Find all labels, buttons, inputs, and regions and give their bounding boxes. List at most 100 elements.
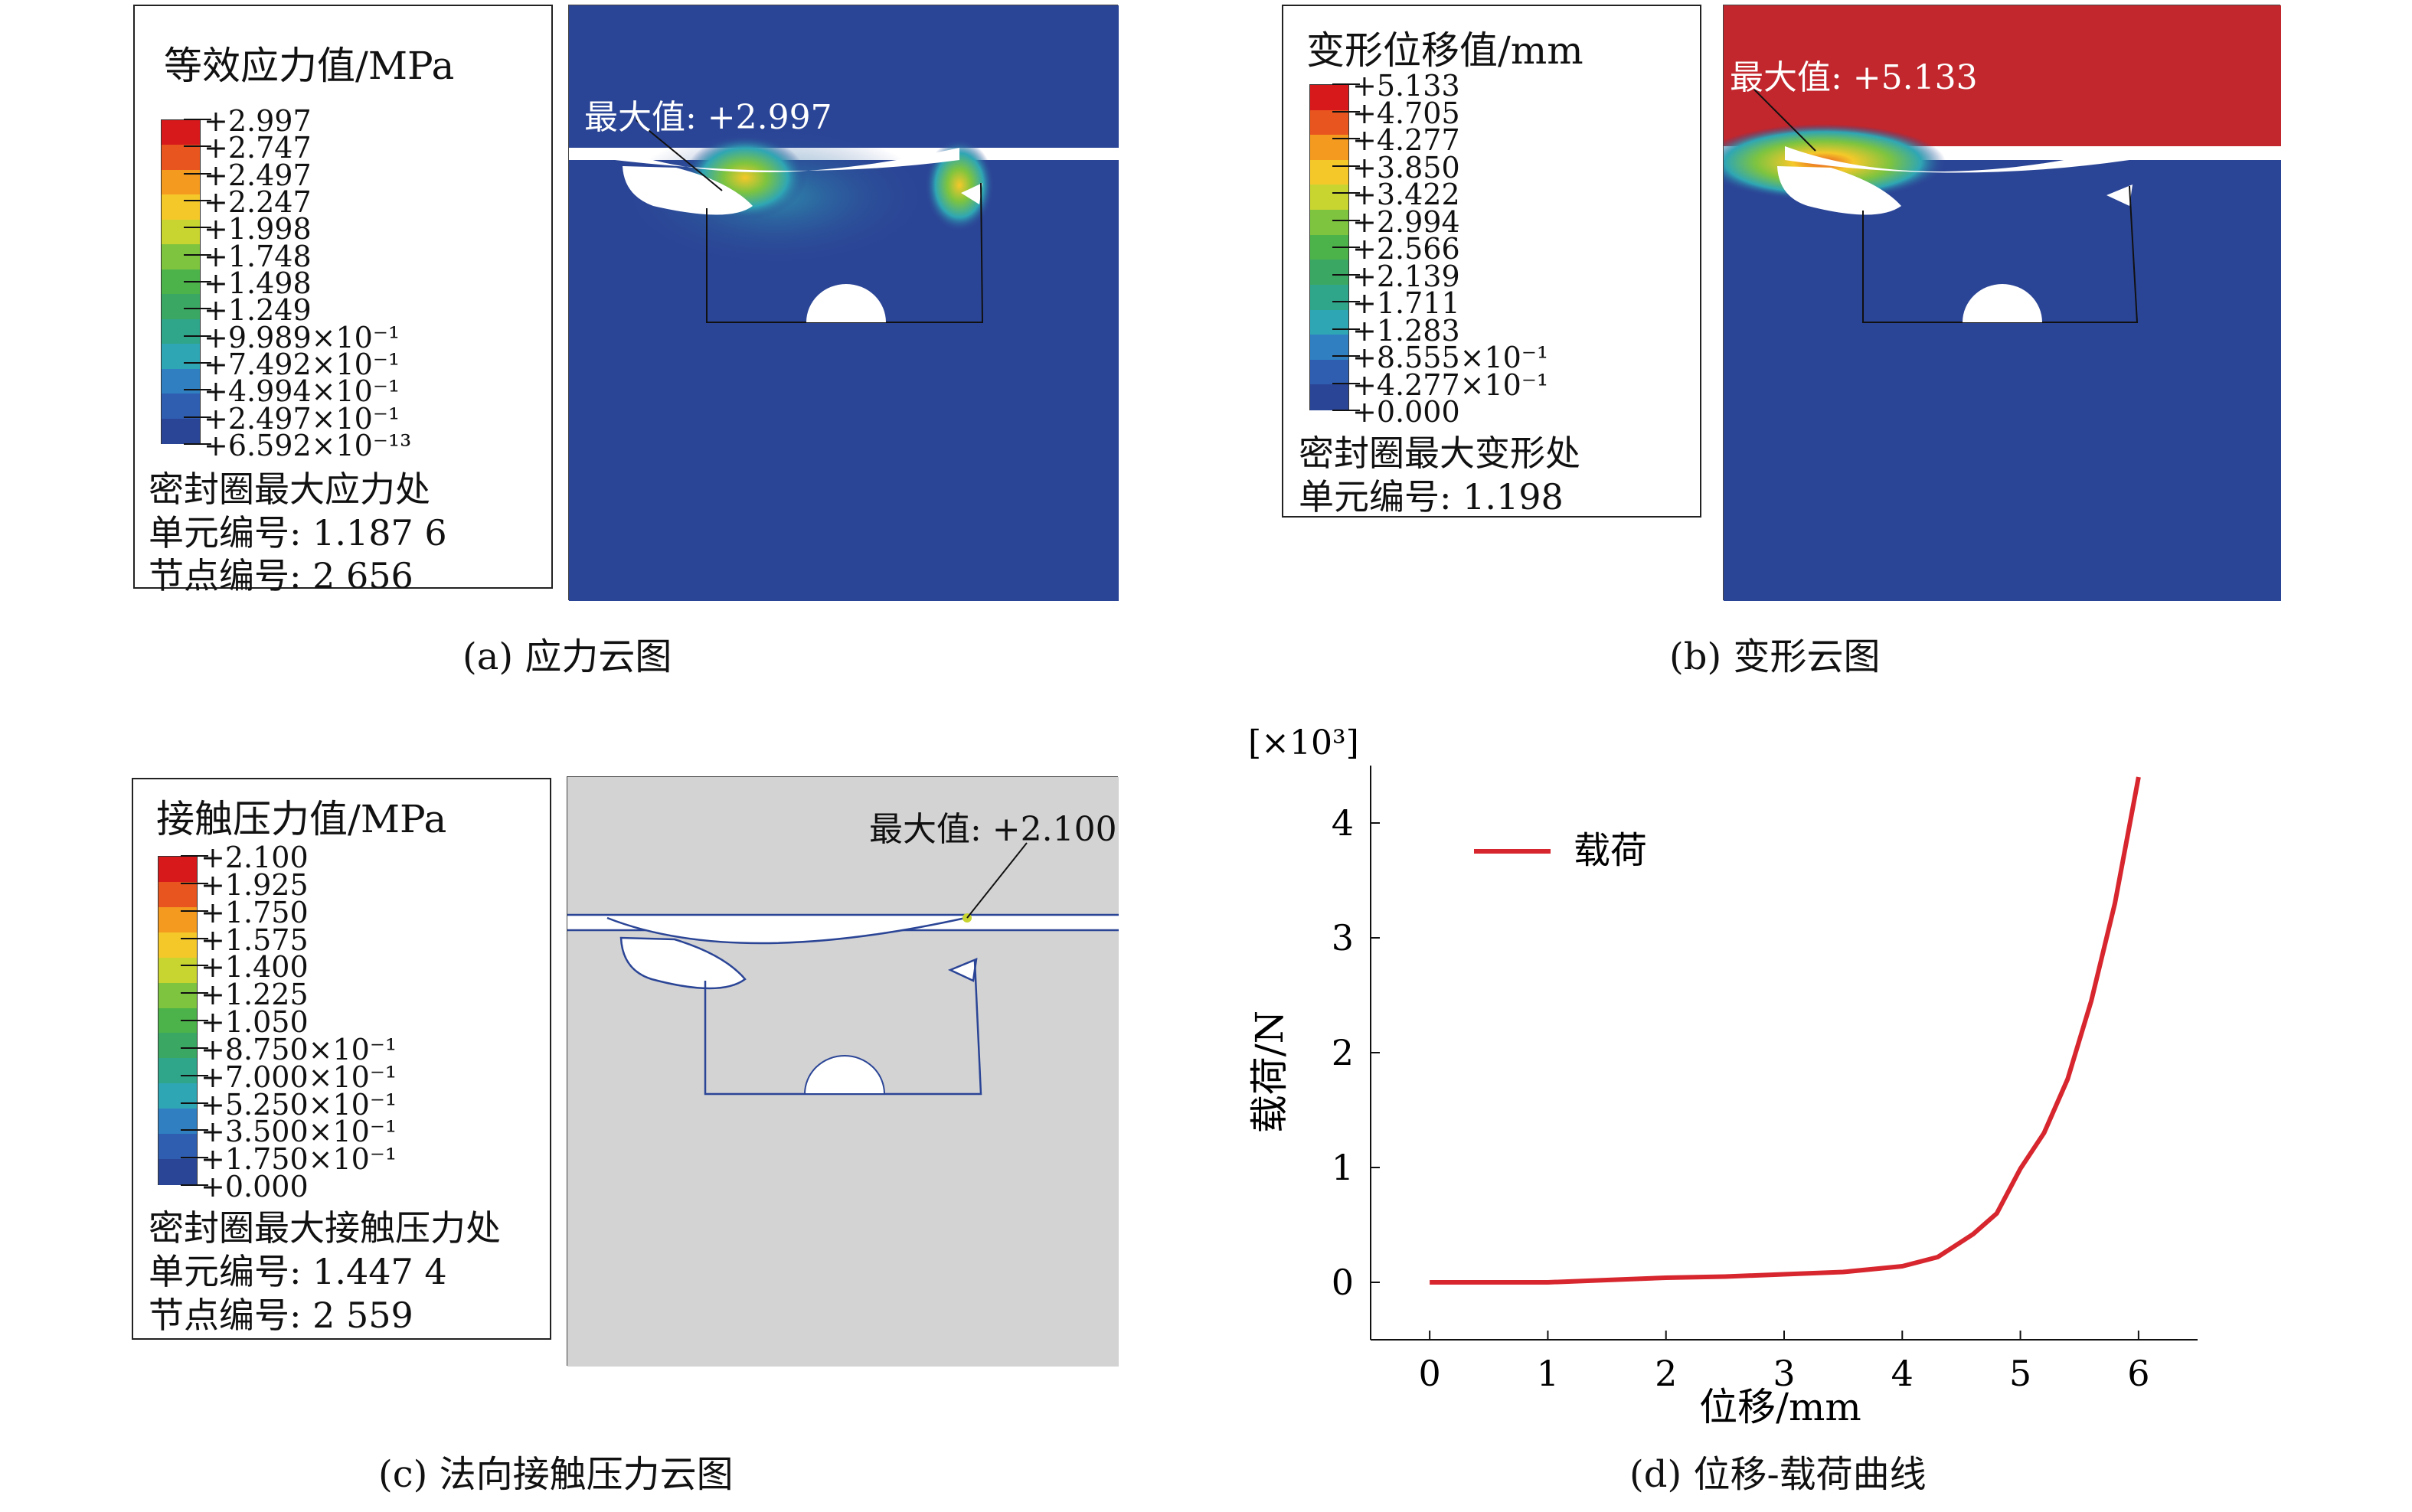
colorbar-segment (162, 194, 200, 220)
colorbar-tick-label: +1.750×10⁻¹ (201, 1142, 397, 1177)
colorbar-segment (1310, 284, 1348, 311)
colorbar-tick (1332, 382, 1360, 384)
colorbar-tick (1332, 192, 1360, 194)
colorbar-tick (1332, 110, 1360, 113)
y-tick-label: 2 (1332, 1032, 1354, 1073)
colorbar-tick-label: +2.997 (204, 104, 312, 138)
colorbar-segment (1310, 185, 1348, 211)
x-tick-label: 6 (2127, 1353, 2149, 1394)
colorbar-tick-label: +5.133 (1352, 69, 1460, 103)
info-b-1: 单元编号: 1.198 (1299, 476, 1564, 518)
colorbar-segment (1310, 210, 1348, 236)
caption-b: (b) 变形云图 (1669, 635, 1881, 678)
legend-b: 变形位移值/mm 密封圈最大变形处 单元编号: 1.198 +5.133 +4.7… (1282, 5, 1701, 518)
colorbar-tick-label: +7.492×10⁻¹ (204, 348, 400, 381)
x-tick-label: 5 (2009, 1353, 2031, 1394)
info-c-1: 单元编号: 1.447 4 (149, 1251, 447, 1292)
colorbar-tick (181, 1184, 208, 1186)
colorbar-tick (181, 909, 208, 912)
chart-legend: 载荷 (1474, 829, 1647, 872)
x-ticks: 0 1 2 3 4 5 6 (1419, 1331, 2149, 1394)
legend-c: 接触压力值/MPa 密封圈最大接触压力处 单元编号: 1.447 4 节点编号:… (132, 778, 551, 1340)
colorbar-tick (1332, 355, 1360, 357)
colorbar-tick-label: +1.283 (1352, 313, 1460, 348)
colorbar-tick-label: +1.750 (201, 895, 309, 929)
colorbar-tick (181, 882, 208, 884)
colorbar-tick-label: +4.705 (1352, 96, 1460, 130)
colorbar-tick (1332, 273, 1360, 276)
colorbar-tick-label: +9.989×10⁻¹ (204, 320, 400, 354)
colorbar-tick (184, 227, 211, 229)
colorbar-tick-label: +4.277 (1352, 123, 1460, 157)
colorbar-segment (1310, 85, 1348, 111)
colorbar-tick-label: +7.000×10⁻¹ (201, 1060, 397, 1094)
colorbar-segment (162, 318, 200, 345)
deformation-contour-plot: 最大值: +5.133 (1701, 5, 2281, 601)
colorbar-tick-label: +8.750×10⁻¹ (201, 1032, 397, 1066)
colorbar-segment (162, 294, 200, 320)
info-c-2: 节点编号: 2 559 (149, 1295, 413, 1336)
legend-a: 等效应力值/MPa 密封圈最大应力处 单元编号: 1.187 6 节点编号: 2… (133, 5, 553, 596)
colorbar-tick-label: +1.748 (204, 239, 312, 273)
colorbar-tick-label: +1.225 (201, 978, 309, 1012)
stress-contour-plot: 最大值: +2.997 (568, 5, 1119, 601)
colorbar-tick (1332, 247, 1360, 248)
colorbar-tick-label: +1.498 (204, 266, 312, 300)
legend-title-b: 变形位移值/mm (1306, 28, 1583, 73)
info-a-0: 密封圈最大应力处 (149, 469, 430, 510)
colorbar-tick (181, 992, 208, 994)
y-tick-label: 4 (1332, 802, 1354, 844)
colorbar-tick-label: +1.249 (204, 293, 312, 328)
colorbar-tick (1332, 410, 1360, 411)
caption-a: (a) 应力云图 (462, 635, 672, 678)
colorbar-segment (159, 881, 197, 908)
y-tick-label: 3 (1332, 917, 1354, 958)
colorbar-tick (184, 416, 211, 418)
y-ticks: 0 1 2 3 4 (1332, 802, 1380, 1303)
colorbar-tick-label: +2.747 (204, 131, 312, 165)
colorbar-tick-label: +4.994×10⁻¹ (204, 374, 400, 409)
colorbar-tick-label: +1.575 (201, 923, 309, 957)
info-c-0: 密封圈最大接触压力处 (149, 1207, 501, 1249)
load-curve (1430, 776, 2141, 1285)
colorbar-segment (1310, 159, 1348, 186)
x-tick-label: 3 (1773, 1353, 1795, 1394)
x-tick-label: 2 (1655, 1353, 1677, 1394)
colorbar-tick (1332, 328, 1360, 330)
colorbar-tick (184, 443, 211, 445)
colorbar-tick-label: +2.566 (1352, 232, 1460, 266)
colorbar-segment (1310, 309, 1348, 335)
colorbar-segment (159, 1083, 197, 1110)
legend-label-load: 载荷 (1574, 829, 1647, 872)
colorbar-tick-label: +2.497×10⁻¹ (204, 401, 400, 436)
max-label-a: 最大值: +2.997 (584, 98, 832, 137)
colorbar-tick-label: +1.925 (201, 867, 309, 902)
x-tick-label: 1 (1537, 1353, 1559, 1394)
colorbar-tick-label: +3.422 (1352, 178, 1460, 211)
colorbar-tick (184, 119, 211, 120)
colorbar-segment (162, 145, 200, 171)
colorbar-tick (181, 1020, 208, 1021)
legend-title-a: 等效应力值/MPa (164, 44, 455, 88)
colorbar-segment (162, 344, 200, 370)
x-axis-label: 位移/mm (1699, 1385, 1861, 1424)
colorbar-segment (1310, 260, 1348, 286)
info-a-2: 节点编号: 2 656 (149, 555, 413, 596)
y-axis-label: 载荷/N (1247, 1011, 1292, 1134)
colorbar-segment (162, 219, 200, 246)
colorbar-segment (159, 1159, 197, 1185)
colorbar-tick (181, 1157, 208, 1159)
colorbar-tick (184, 172, 211, 175)
caption-c: (c) 法向接触压力云图 (378, 1453, 734, 1496)
colorbar-tick-label: +2.497 (204, 158, 312, 192)
colorbar-segment (1310, 384, 1348, 410)
colorbar-segment (159, 932, 197, 958)
colorbar-tick-label: +6.592×10⁻¹³ (204, 429, 412, 462)
info-b-0: 密封圈最大变形处 (1299, 433, 1580, 474)
colorbar-tick (181, 965, 208, 967)
colorbar-tick (184, 200, 211, 201)
x-tick-label: 4 (1891, 1353, 1914, 1394)
colorbar-segment (159, 1033, 197, 1060)
x-tick-label: 0 (1419, 1353, 1441, 1394)
colorbar-segment (1310, 109, 1348, 136)
